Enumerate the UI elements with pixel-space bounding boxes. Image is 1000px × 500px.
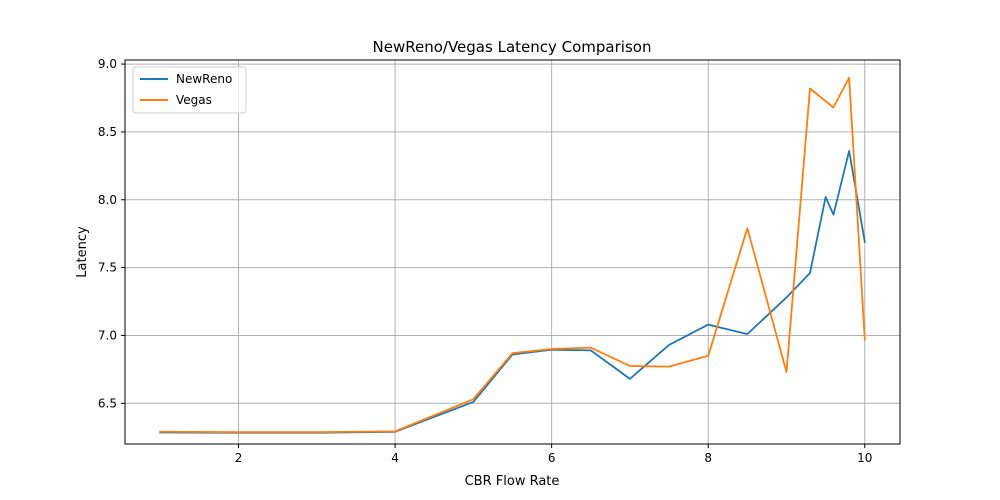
series-line-newreno — [159, 150, 866, 434]
x-tick-label: 4 — [391, 451, 399, 465]
legend-label-vegas: Vegas — [176, 93, 212, 107]
x-axis-label: CBR Flow Rate — [465, 474, 560, 489]
series-line-vegas — [159, 76, 866, 434]
y-tick-label: 6.5 — [98, 396, 117, 410]
plot-area-frame — [124, 59, 901, 445]
y-tick-label: 8.0 — [98, 193, 117, 207]
legend-label-newreno: NewReno — [176, 72, 232, 86]
y-tick-label: 7.5 — [98, 261, 117, 275]
axis-ticks: 2 4 6 8 10 6.5 7.0 7.5 8.0 8.5 9.0 — [98, 57, 873, 465]
y-tick-label: 7.0 — [98, 328, 117, 342]
series-lines — [159, 76, 866, 434]
x-tick-label: 10 — [857, 451, 872, 465]
x-tick-label: 8 — [704, 451, 712, 465]
x-tick-label: 6 — [548, 451, 556, 465]
x-tick-label: 2 — [235, 451, 243, 465]
grid-lines — [125, 60, 900, 444]
chart-title: NewReno/Vegas Latency Comparison — [373, 38, 652, 56]
y-tick-label: 8.5 — [98, 125, 117, 139]
y-axis-label: Latency — [75, 226, 90, 278]
y-tick-label: 9.0 — [98, 57, 117, 71]
legend: NewReno Vegas — [132, 66, 247, 114]
